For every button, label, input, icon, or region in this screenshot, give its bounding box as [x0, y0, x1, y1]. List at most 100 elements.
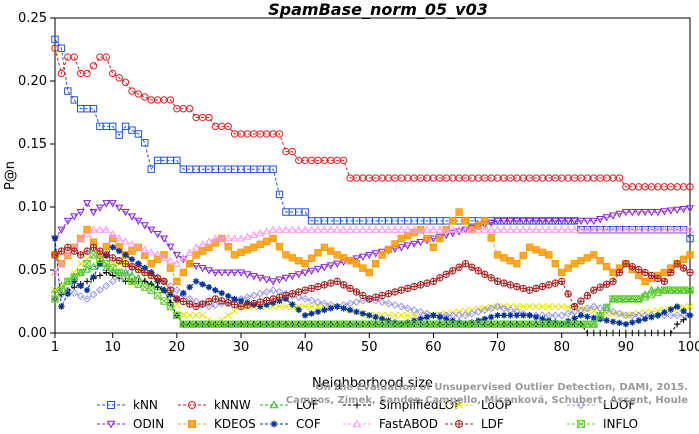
data-point-square-x [64, 277, 72, 286]
data-point-triangle-down [326, 262, 335, 270]
data-point-triangle-up [89, 262, 98, 270]
data-point-plus [141, 278, 148, 285]
data-point-cross [148, 272, 155, 279]
data-point-x [340, 320, 348, 328]
data-point-triangle-down [224, 269, 233, 277]
data-point-triangle-down [506, 217, 515, 226]
data-point-filled-square [660, 268, 669, 277]
data-point-triangle-up [230, 234, 239, 242]
data-point-cross [520, 285, 527, 292]
data-point-triangle-up [538, 225, 547, 233]
data-point-x [404, 320, 412, 328]
data-point-star [552, 319, 559, 326]
data-point-filled-square [519, 251, 527, 260]
x-tick-label: 20 [169, 340, 186, 355]
data-point-star [359, 310, 367, 317]
data-point-circle [51, 44, 59, 52]
series-line [54, 39, 691, 239]
data-point-diamond [679, 311, 688, 320]
data-point-triangle-up [621, 225, 630, 233]
data-point-triangle-down [608, 212, 618, 220]
data-point-triangle-up [557, 225, 566, 233]
data-point-star [667, 306, 674, 313]
data-point-diamond [307, 296, 316, 305]
data-point-triangle-down [172, 251, 181, 260]
data-point-plus [122, 278, 129, 285]
data-point-cross [648, 272, 655, 279]
data-point-x [391, 320, 399, 328]
data-point-triangle-down [108, 200, 117, 208]
data-point-triangle-up [660, 225, 669, 233]
data-point-cross [160, 278, 168, 285]
data-point-triangle-up [76, 234, 85, 242]
data-point-star [180, 289, 187, 297]
data-point-x [449, 320, 457, 328]
data-point-triangle-up [493, 225, 502, 233]
data-point-star [257, 303, 264, 310]
data-point-cross [83, 247, 91, 255]
data-point-x [83, 260, 91, 268]
data-point-plus [603, 329, 610, 337]
data-point-triangle-down [410, 240, 419, 249]
data-point-triangle-down [313, 265, 323, 274]
data-point-star [520, 312, 527, 319]
data-point-diamond [108, 277, 117, 286]
data-point-triangle-up [647, 285, 656, 294]
data-point-triangle-down [275, 276, 284, 284]
data-point-star [494, 312, 501, 319]
credit-line-2: On the Evaluation of Unsupervised Outlie… [315, 382, 688, 393]
data-point-diamond [76, 292, 85, 300]
data-point-plus [103, 269, 110, 276]
data-point-triangle-up [615, 225, 624, 233]
data-point-x [70, 273, 78, 281]
data-point-cross [301, 286, 309, 294]
data-point-triangle-up [532, 225, 541, 233]
chart-title: SpamBase_norm_05_v03 [268, 0, 488, 19]
data-point-cross [295, 288, 302, 296]
data-point-filled-square [243, 246, 252, 254]
data-point-triangle-down [673, 206, 682, 215]
data-point-cross [71, 247, 78, 255]
data-point-filled-square [429, 243, 438, 252]
data-point-cross [449, 267, 456, 274]
data-point-star [487, 313, 495, 321]
data-point-cross [340, 281, 347, 289]
data-point-triangle-down [134, 217, 143, 226]
data-point-x [513, 302, 521, 311]
data-point-cross [584, 292, 591, 299]
data-point-triangle-up [480, 225, 489, 233]
data-point-triangle-down [602, 214, 611, 222]
data-point-filled-square [423, 234, 431, 243]
data-point-x [455, 320, 463, 328]
data-point-filled-square [179, 268, 187, 277]
data-point-cross [173, 295, 181, 303]
data-point-triangle-down [211, 269, 220, 277]
legend-label: LDF [481, 417, 504, 431]
data-point-circle [141, 93, 149, 101]
data-point-square-x [57, 286, 66, 294]
data-point-cross [186, 300, 193, 308]
data-point-diamond [121, 268, 130, 277]
data-point-diamond [474, 307, 483, 316]
data-point-cross [539, 283, 546, 290]
data-point-triangle-up [576, 225, 586, 233]
data-point-x [667, 286, 675, 294]
data-point-triangle-up [217, 234, 226, 242]
data-point-diamond [596, 304, 605, 313]
data-point-diamond [480, 306, 489, 314]
data-point-triangle-up [422, 225, 432, 233]
data-point-triangle-up [294, 225, 303, 233]
series-line [54, 202, 691, 282]
data-point-cross [237, 303, 245, 310]
data-point-filled-square [602, 262, 611, 271]
data-point-square [107, 401, 115, 409]
data-point-filled-square [230, 251, 239, 259]
data-point-cross [475, 267, 482, 274]
data-point-triangle-down [512, 217, 521, 226]
data-point-star [443, 315, 450, 323]
data-point-triangle-up [140, 245, 149, 253]
data-point-cross [346, 285, 354, 292]
data-point-triangle-up [50, 285, 60, 294]
credit-line-1: Campos, Zimek, Sander, Campello, Micenko… [286, 394, 688, 406]
data-point-circle [57, 69, 66, 78]
